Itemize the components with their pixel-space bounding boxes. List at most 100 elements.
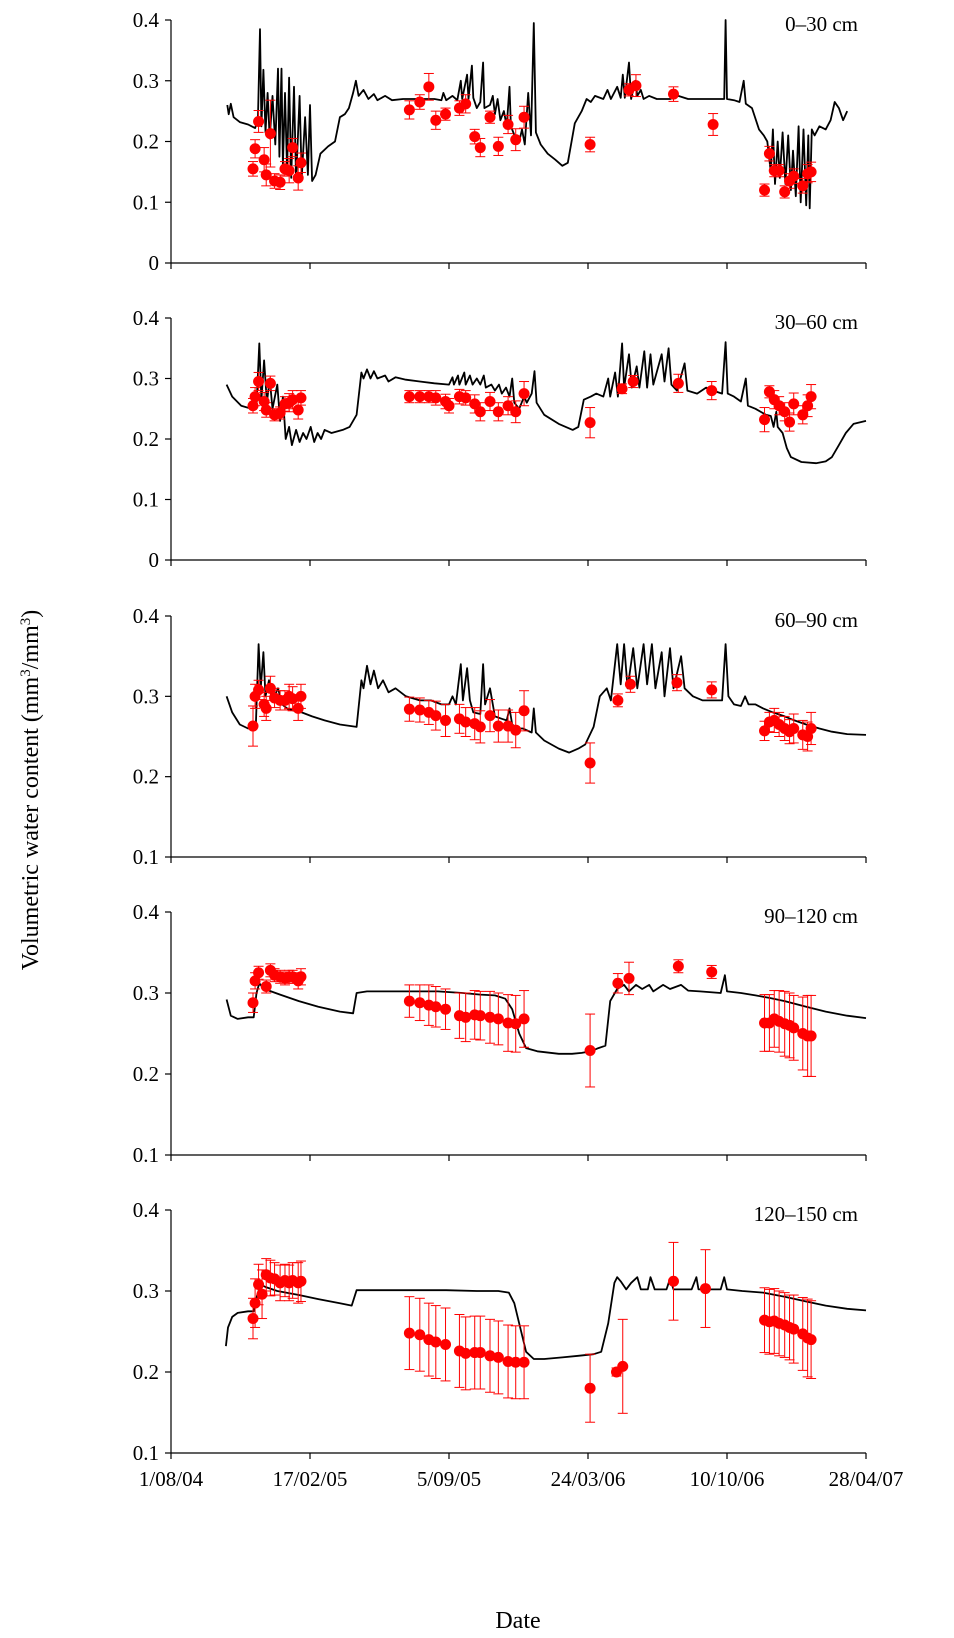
observed-marker [805,1030,817,1042]
observed-marker [469,398,481,410]
observed-marker [258,154,270,166]
observed-marker [430,710,442,722]
observed-marker [295,971,307,983]
simulated-line [225,341,867,465]
observed-marker [518,1356,530,1368]
observed-marker [460,1011,472,1023]
panel-title: 120–150 cm [754,1202,858,1226]
panel-3: 0.1 0.2 0.3 0.4 60–90 cm [133,604,867,869]
observed-marker [788,170,800,182]
observed-point [617,1318,629,1414]
observed-marker [403,1327,415,1339]
y-tick-label: 0.3 [133,1279,159,1303]
observed-marker [414,391,426,403]
x-tick-label: 28/04/07 [829,1467,904,1491]
y-tick-label: 0.3 [133,981,159,1005]
x-axis-label: Date [495,1608,540,1634]
observed-marker [484,111,496,123]
observed-point [510,1325,522,1400]
observed-point [253,965,265,980]
observed-point [788,713,800,744]
observed-marker [616,383,628,395]
observed-marker [274,176,286,188]
observed-point [492,1320,504,1395]
observed-marker [423,81,435,93]
observed-point [295,390,307,406]
observed-marker [260,702,272,714]
observed-point [260,163,272,187]
observed-point [247,992,259,1013]
observed-point [510,994,522,1053]
observed-point [460,707,472,737]
observed-marker [274,407,286,419]
observed-point [403,696,415,722]
observed-point [283,158,295,184]
observed-point [773,164,785,178]
y-tick-label: 0.1 [133,1143,159,1167]
observed-marker [773,165,785,177]
observed-marker [502,400,514,412]
observed-marker [707,118,719,130]
observed-point [706,964,718,979]
observed-point [474,1315,486,1390]
observed-point [612,973,624,994]
panel-1: 0 0.1 0.2 0.3 0.4 0–30 cm [133,8,867,275]
observed-marker [584,417,596,429]
observed-marker [510,1356,522,1368]
observed-marker [287,142,299,154]
y-tick-label: 0.4 [133,306,160,330]
observed-point [247,161,259,177]
observed-point [460,390,472,406]
observed-marker [584,1045,596,1057]
observed-marker [492,140,504,152]
observed-point [403,1296,415,1371]
observed-point [264,375,276,392]
observed-point [584,136,596,153]
observed-point [274,174,286,190]
observed-point [667,86,679,102]
observed-marker [484,710,496,722]
x-tick-label: 17/02/05 [273,1467,348,1491]
observed-marker [624,678,636,690]
observed-marker [518,705,530,717]
observed-point [630,74,642,98]
observed-marker [460,1347,472,1359]
observed-point [484,1318,496,1393]
observed-point [788,1294,800,1364]
observed-point [627,374,639,389]
y-axis-label: Volumetric water content (mm3/mm3) [18,610,44,971]
observed-marker [763,386,775,398]
observed-marker [460,392,472,404]
observed-point [440,1307,452,1382]
observed-point [584,407,596,439]
observed-marker [759,414,771,426]
observed-marker [788,722,800,734]
y-tick-label: 0.4 [133,1198,160,1222]
observed-point [474,990,486,1041]
observed-marker [510,134,522,146]
observed-point [292,400,304,420]
observed-marker [260,169,272,181]
observed-marker [584,1382,596,1394]
observed-point [784,412,796,432]
y-tick-label: 0.1 [133,1441,159,1465]
observed-point [469,394,481,414]
observed-point [295,1260,307,1303]
observed-marker [759,725,771,737]
observed-marker [502,118,514,130]
observed-marker [440,714,452,726]
observed-point [440,107,452,121]
observed-point [788,392,800,416]
observed-marker [440,108,452,120]
panel-5: 0.1 0.2 0.3 0.4 1/08/04 17/02/05 5/09/05 24/03/… [133,1198,904,1491]
observed-marker [510,1018,522,1030]
observed-point [430,986,442,1028]
y-tick-label: 0.4 [133,604,160,628]
observed-point [699,1249,711,1328]
observed-point [671,674,683,692]
y-tick-label: 0.1 [133,488,159,512]
y-tick-label: 0.1 [133,190,159,214]
panel-title: 60–90 cm [775,608,858,632]
observed-point [518,990,530,1048]
observed-marker [253,684,265,696]
